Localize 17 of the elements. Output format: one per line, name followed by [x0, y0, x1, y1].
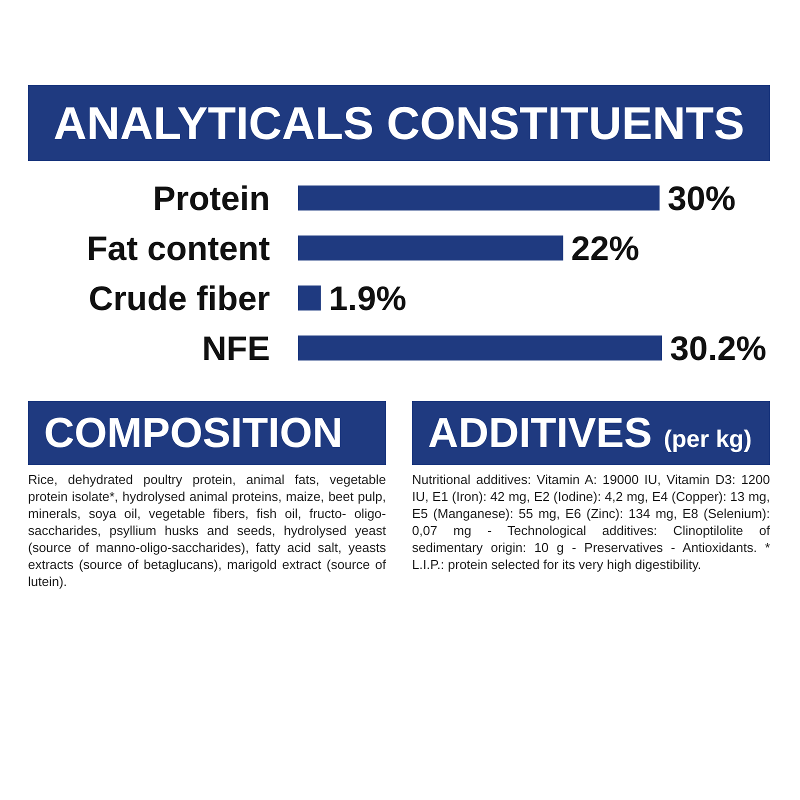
y-tick-label: Protein: [152, 180, 270, 218]
y-tick-label: Crude fiber: [88, 280, 270, 318]
data-label: 22%: [571, 230, 640, 268]
data-label: 30.2%: [670, 330, 766, 368]
data-label: 1.9%: [328, 280, 406, 318]
bar: [298, 286, 321, 310]
y-tick-label: NFE: [202, 330, 270, 368]
text: ADDITIVES (per kg): [412, 401, 770, 465]
bar: [298, 336, 662, 360]
bar: [298, 236, 564, 260]
bar: [298, 186, 660, 210]
y-tick-label: Fat content: [86, 230, 270, 268]
text: COMPOSITION: [28, 401, 386, 465]
chart-title: ANALYTICALS CONSTITUENTS: [28, 85, 770, 161]
text: Rice, dehydrated poultry protein, animal fats, vegetable protein isolate*, hydrolysed animal proteins, maize, beet pulp, minerals, soya oil, vegetable fibers, fish oil, fructo- oligo-saccharides, psyllium husks and seeds, hydrolysed yeast (source of manno-oligo-saccharides), fatty acid salt, yeasts extracts (source of betaglucans), marigold extract (source of lutein).: [28, 471, 386, 590]
text: Nutritional additives: Vitamin A: 19000 IU, Vitamin D3: 1200 IU, E1 (Iron): 42 mg, E2 (Iodine): 4,2 mg, E4 (Copper): 13 mg, E5 (Manganese): 55 mg, E6 (Zinc): 134 mg, E8 (Selenium): 0,07 mg - Technological additives: Clinoptilolite of sedimentary origin: 10 g - Preservatives - Antioxidants. * L.I.P.: protein selected for its very high digestibility.: [412, 471, 770, 573]
data-label: 30%: [668, 180, 736, 218]
